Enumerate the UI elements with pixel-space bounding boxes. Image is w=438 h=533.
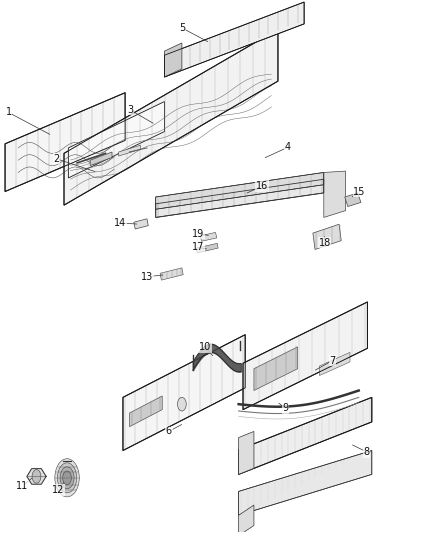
Text: 15: 15 [353, 187, 366, 197]
Text: 19: 19 [192, 229, 204, 239]
Polygon shape [164, 43, 182, 77]
Polygon shape [319, 352, 350, 376]
Circle shape [177, 398, 186, 411]
Text: 14: 14 [114, 218, 127, 228]
Polygon shape [239, 398, 372, 474]
Circle shape [57, 463, 77, 493]
Polygon shape [160, 268, 183, 280]
Polygon shape [155, 173, 324, 209]
Text: 8: 8 [364, 447, 370, 457]
Text: 7: 7 [329, 356, 336, 366]
Polygon shape [27, 469, 46, 484]
Text: 11: 11 [16, 481, 28, 491]
Polygon shape [254, 347, 297, 391]
Text: 17: 17 [192, 243, 204, 253]
Text: 6: 6 [166, 426, 172, 437]
Polygon shape [123, 335, 245, 450]
Polygon shape [64, 29, 278, 205]
Text: 10: 10 [199, 342, 211, 352]
Polygon shape [196, 244, 218, 253]
Polygon shape [134, 219, 148, 229]
Text: 1: 1 [6, 108, 12, 117]
Polygon shape [164, 2, 304, 77]
Text: 12: 12 [52, 485, 64, 495]
Text: 2: 2 [53, 154, 60, 164]
Text: 3: 3 [127, 105, 133, 115]
Polygon shape [239, 450, 372, 515]
Polygon shape [155, 179, 324, 217]
Polygon shape [324, 171, 346, 217]
Text: 5: 5 [179, 23, 185, 33]
Polygon shape [243, 302, 367, 410]
Polygon shape [239, 505, 254, 533]
Circle shape [60, 467, 74, 489]
Polygon shape [130, 396, 162, 426]
Polygon shape [200, 232, 217, 241]
Polygon shape [68, 102, 164, 178]
Polygon shape [313, 224, 341, 249]
Circle shape [55, 459, 79, 497]
Circle shape [63, 471, 71, 484]
Text: 16: 16 [256, 181, 268, 191]
Polygon shape [90, 152, 112, 166]
Text: 4: 4 [285, 142, 291, 152]
Polygon shape [5, 93, 125, 191]
Polygon shape [239, 431, 254, 474]
Text: 18: 18 [318, 238, 331, 248]
Polygon shape [119, 145, 141, 156]
Text: 13: 13 [141, 272, 154, 282]
Polygon shape [345, 193, 361, 206]
Text: 9: 9 [283, 403, 289, 413]
Circle shape [32, 470, 41, 483]
